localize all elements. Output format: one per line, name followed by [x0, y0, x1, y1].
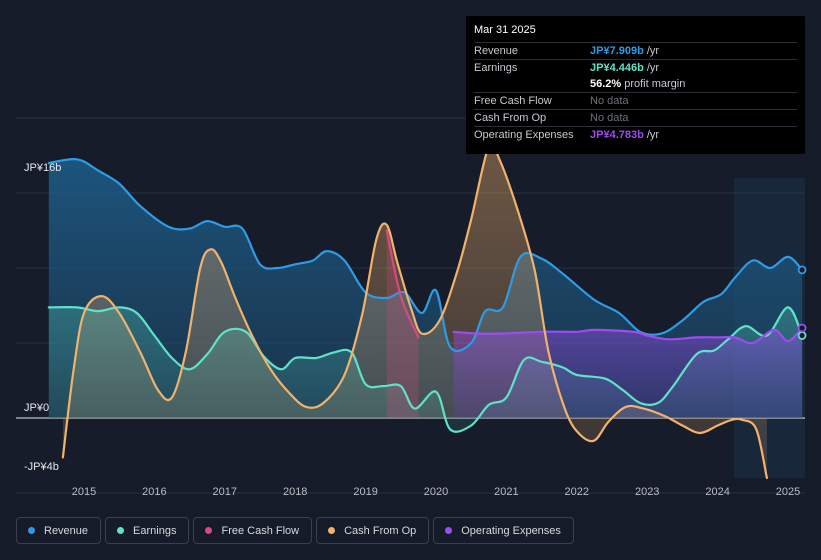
y-tick-label-1: JP¥0: [24, 402, 49, 414]
revenue-line: [47, 157, 804, 353]
tooltip-margin-text: profit margin: [624, 78, 686, 90]
chart-legend: Revenue Earnings Free Cash Flow Cash Fro…: [16, 517, 574, 546]
tooltip-row-earnings: Earnings JP¥4.446b /yr: [474, 59, 797, 76]
legend-earnings-label: Earnings: [133, 524, 177, 537]
legend-revenue[interactable]: Revenue: [16, 517, 102, 544]
tooltip-revenue-value: JP¥7.909b: [590, 45, 644, 57]
x-tick-label-2019: 2019: [353, 486, 377, 498]
tooltip-cfo-label: Cash From Op: [474, 112, 547, 124]
tooltip-date: Mar 31 2025: [474, 24, 536, 36]
operating-expenses-end-marker: [797, 323, 807, 333]
chart-area: JP¥16b JP¥0 -JP¥4b 2015 2016 2017 2018 2019 2020…: [16, 117, 807, 498]
x-tick-label-2016: 2016: [142, 486, 166, 498]
tooltip-revenue-unit: /yr: [646, 45, 660, 57]
x-tick-label-2020: 2020: [424, 486, 448, 498]
legend-free-cash-flow[interactable]: Free Cash Flow: [193, 517, 313, 544]
operating-expenses-line: [452, 326, 804, 345]
legend-earnings[interactable]: Earnings: [105, 517, 190, 544]
x-tick-label-2021: 2021: [494, 486, 518, 498]
x-tick-label-2018: 2018: [283, 486, 307, 498]
revenue-dot-icon: [28, 527, 35, 534]
legend-cash-from-op-label: Cash From Op: [344, 524, 417, 537]
free-cash-flow-line: [385, 229, 420, 339]
tooltip-opex-value: JP¥4.783b: [590, 129, 644, 141]
free-cash-flow-area: [386, 230, 419, 418]
x-tick-label-2023: 2023: [635, 486, 659, 498]
earnings-dot-icon: [117, 527, 125, 534]
tooltip-fcf-value: No data: [590, 95, 629, 107]
x-tick-label-2017: 2017: [213, 486, 237, 498]
x-tick-label-2024: 2024: [705, 486, 729, 498]
tooltip-row-cfo: Cash From Op No data: [474, 109, 797, 126]
legend-operating-expenses[interactable]: Operating Expenses: [433, 517, 574, 544]
tooltip-margin-value: 56.2%: [590, 78, 622, 90]
y-tick-label-0: JP¥16b: [24, 162, 61, 174]
legend-revenue-label: Revenue: [44, 524, 89, 537]
tooltip-opex-label: Operating Expenses: [474, 129, 574, 141]
earnings-end-marker: [797, 331, 807, 340]
free-cash-flow-dot-icon: [205, 527, 213, 534]
tooltip-earnings-unit: /yr: [646, 62, 660, 74]
x-tick-label-2022: 2022: [565, 486, 589, 498]
legend-cash-from-op[interactable]: Cash From Op: [316, 517, 430, 544]
cash-from-op-dot-icon: [328, 527, 336, 534]
tooltip-panel: Mar 31 2025 Revenue JP¥7.909b /yr Earnin…: [466, 16, 805, 154]
tooltip-earnings-label: Earnings: [474, 62, 518, 74]
tooltip-cfo-value: No data: [590, 112, 629, 124]
tooltip-row-fcf: Free Cash Flow No data: [474, 92, 797, 109]
earnings-line: [47, 306, 804, 433]
tooltip-earnings-value: JP¥4.446b: [590, 62, 644, 74]
tooltip-opex-unit: /yr: [646, 129, 660, 141]
revenue-end-marker: [797, 265, 807, 275]
tooltip-row-margin: 56.2% profit margin: [474, 76, 797, 92]
legend-operating-expenses-label: Operating Expenses: [461, 524, 561, 537]
tooltip-row-opex: Operating Expenses JP¥4.783b /yr: [474, 126, 797, 143]
tooltip-fcf-label: Free Cash Flow: [474, 95, 552, 107]
operating-expenses-dot-icon: [445, 527, 453, 534]
x-tick-label-2025: 2025: [776, 486, 800, 498]
tooltip-revenue-label: Revenue: [474, 45, 519, 57]
cash-from-op-line: [61, 141, 768, 480]
tooltip-row-revenue: Revenue JP¥7.909b /yr: [474, 42, 797, 59]
x-tick-label-2015: 2015: [72, 486, 96, 498]
y-tick-label-2: -JP¥4b: [24, 461, 59, 473]
legend-free-cash-flow-label: Free Cash Flow: [221, 524, 300, 537]
